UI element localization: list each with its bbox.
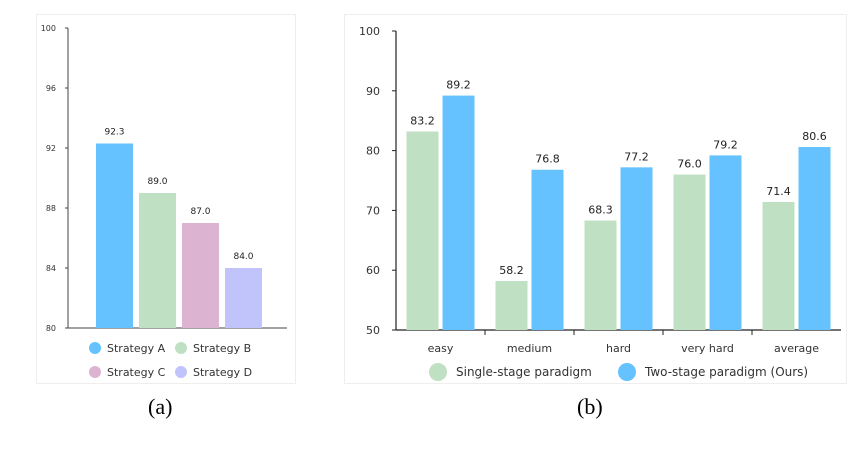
data-label-b: 76.8: [535, 153, 560, 166]
y-tick-label-a: 84: [46, 264, 56, 273]
chart-a: 80 84 88 92 96 100 92.3 89.0 87.0 84.0 Strategy A S…: [41, 24, 287, 379]
legend-label-a: Strategy C: [107, 366, 166, 379]
legend-swatch-a: [175, 342, 187, 354]
legend-label-a: Strategy B: [193, 342, 251, 355]
legend-label-a: Strategy D: [193, 366, 252, 379]
y-tick-label-a: 88: [46, 204, 56, 213]
legend-swatch-a: [175, 366, 187, 378]
legend-label-b: Single-stage paradigm: [456, 365, 592, 379]
data-label-b: 89.2: [446, 79, 471, 92]
bar-single-stage-easy: [406, 131, 439, 330]
legend-swatch-a: [89, 342, 101, 354]
y-tick-label-b: 70: [366, 204, 380, 217]
bar-strategy-c: [182, 223, 219, 328]
bar-single-stage-hard: [584, 220, 617, 330]
legend-label-a: Strategy A: [107, 342, 166, 355]
y-tick-label-b: 50: [366, 324, 380, 337]
data-label-a: 92.3: [104, 128, 124, 138]
data-label-b: 83.2: [410, 114, 435, 127]
x-tick-label-b: medium: [507, 342, 552, 355]
bar-single-stage-very-hard: [673, 174, 706, 330]
x-tick-label-b: easy: [428, 342, 454, 355]
y-tick-label-b: 90: [366, 85, 380, 98]
y-tick-label-b: 60: [366, 264, 380, 277]
legend-swatch-b: [429, 363, 447, 381]
y-tick-label-a: 96: [46, 84, 56, 93]
caption-b: (b): [577, 394, 603, 419]
x-tick-label-b: very hard: [681, 342, 734, 355]
y-tick-label-a: 92: [46, 144, 56, 153]
legend-swatch-a: [89, 366, 101, 378]
data-label-b: 77.2: [624, 150, 649, 163]
data-label-b: 80.6: [802, 130, 827, 143]
bar-strategy-b: [139, 193, 176, 328]
chart-a-panel: 80 84 88 92 96 100 92.3 89.0 87.0 84.0 Strategy A S…: [36, 14, 296, 384]
legend-swatch-b: [618, 363, 636, 381]
data-label-a: 84.0: [233, 252, 253, 262]
bar-two-stage-hard: [620, 167, 653, 330]
bar-two-stage-average: [798, 147, 831, 330]
chart-b: 50 60 70 80 90 100 easy 83.2 89.2 medium 58.2 76.8 h…: [359, 25, 841, 381]
legend-label-b: Two-stage paradigm (Ours): [644, 365, 808, 379]
data-label-b: 58.2: [499, 264, 524, 277]
x-tick-label-b: hard: [606, 342, 631, 355]
y-tick-label-a: 80: [46, 324, 56, 333]
y-tick-label-b: 80: [366, 145, 380, 158]
x-tick-label-b: average: [774, 342, 819, 355]
bar-strategy-a: [96, 143, 133, 328]
bar-strategy-d: [225, 268, 262, 328]
y-tick-label-a: 100: [41, 24, 56, 33]
y-tick-label-b: 100: [359, 25, 380, 38]
data-label-a: 89.0: [147, 177, 167, 187]
bar-single-stage-medium: [495, 280, 528, 330]
bar-two-stage-medium: [531, 169, 564, 330]
data-label-b: 79.2: [713, 138, 738, 151]
bar-two-stage-very-hard: [709, 155, 742, 330]
data-label-b: 68.3: [588, 204, 613, 217]
chart-b-panel: 50 60 70 80 90 100 easy 83.2 89.2 medium 58.2 76.8 h…: [344, 14, 847, 384]
bar-single-stage-average: [762, 202, 795, 330]
data-label-a: 87.0: [190, 207, 210, 217]
caption-a: (a): [148, 394, 173, 419]
bar-two-stage-easy: [442, 95, 475, 330]
data-label-b: 71.4: [766, 185, 791, 198]
data-label-b: 76.0: [677, 158, 702, 171]
